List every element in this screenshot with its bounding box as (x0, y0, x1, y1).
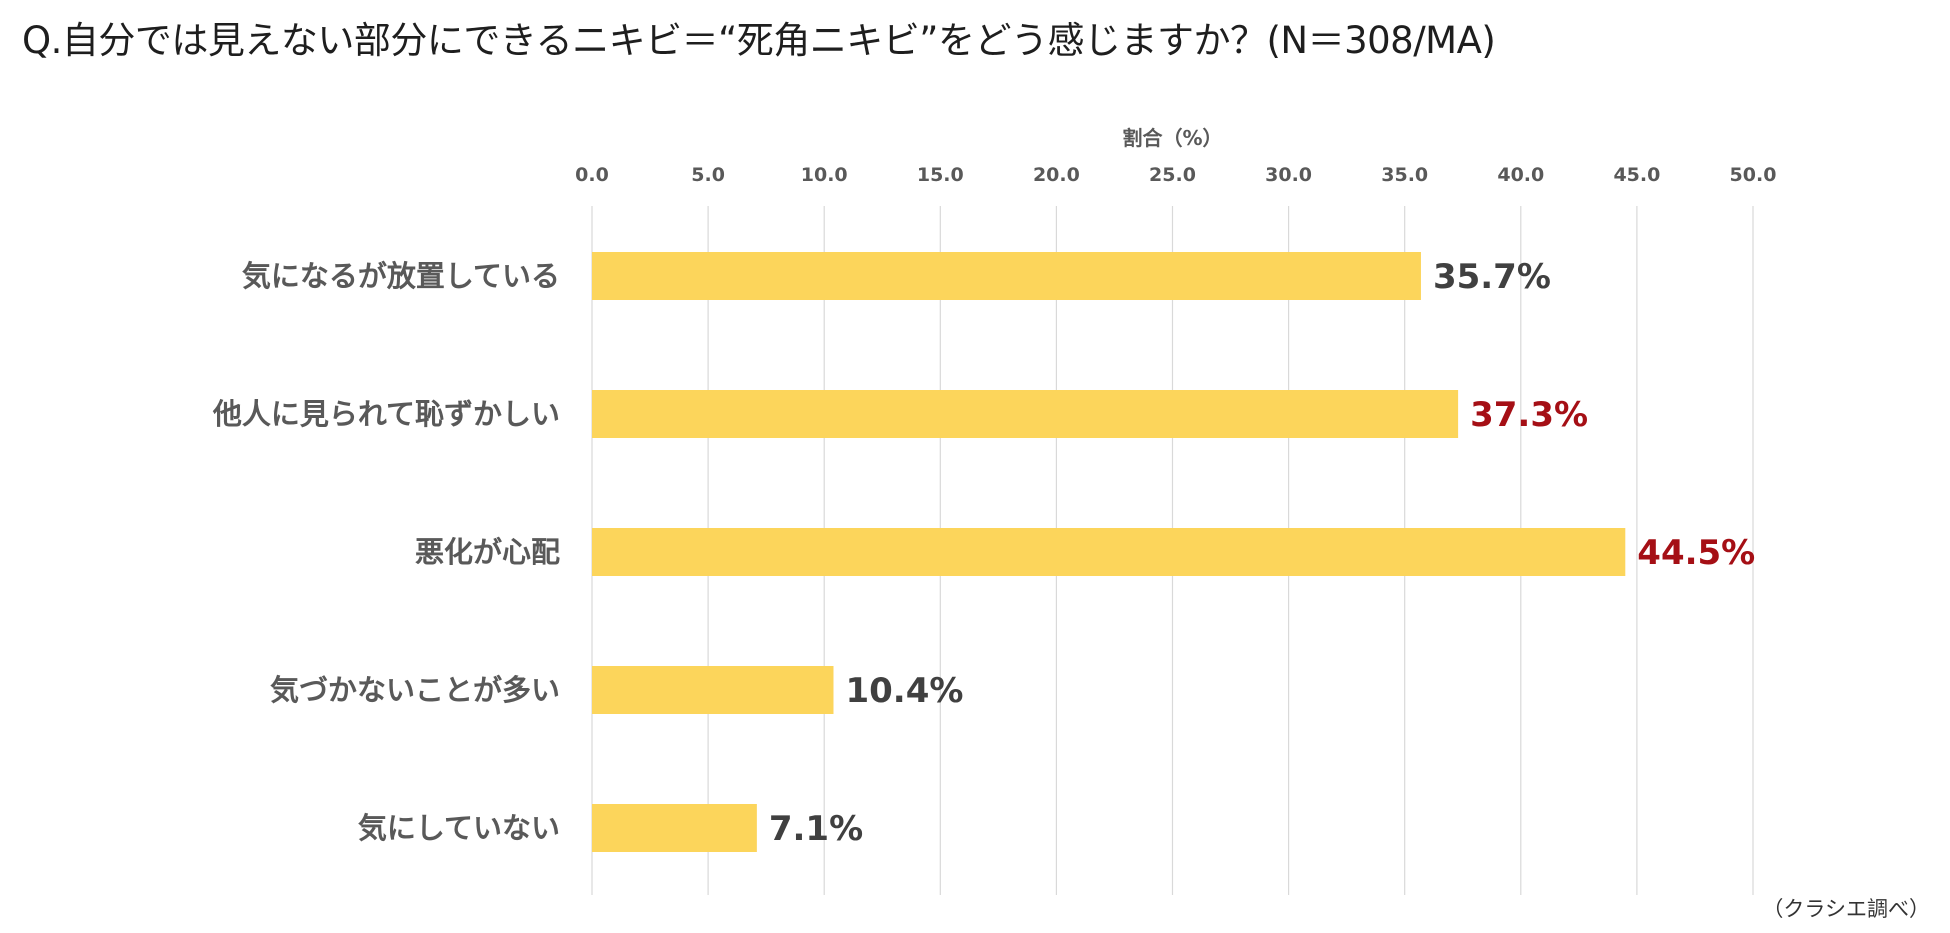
chart-title: Q.自分では見えない部分にできるニキビ＝“死角ニキビ”をどう感じますか？(N＝3… (22, 19, 1496, 62)
bar (592, 804, 757, 852)
data-label: 44.5% (1637, 533, 1755, 573)
x-tick-label: 40.0 (1497, 164, 1544, 186)
data-label: 10.4% (845, 671, 963, 711)
x-tick-label: 20.0 (1033, 164, 1080, 186)
bar (592, 252, 1421, 300)
x-tick-label: 5.0 (691, 164, 725, 186)
category-label: 気づかないことが多い (270, 673, 560, 707)
bars (592, 252, 1626, 852)
category-label: 悪化が心配 (415, 535, 560, 569)
x-tick-label: 45.0 (1613, 164, 1660, 186)
x-tick-label: 10.0 (801, 164, 848, 186)
bar (592, 666, 834, 714)
data-label: 37.3% (1470, 395, 1588, 435)
x-tick-label: 0.0 (575, 164, 609, 186)
category-label: 他人に見られて恥ずかしい (212, 397, 560, 431)
x-tick-label: 15.0 (917, 164, 964, 186)
bar (592, 528, 1626, 576)
x-tick-label: 30.0 (1265, 164, 1312, 186)
category-label: 気にしていない (358, 811, 560, 845)
x-tick-label: 50.0 (1730, 164, 1777, 186)
x-tick-label: 35.0 (1381, 164, 1428, 186)
x-tick-label: 25.0 (1149, 164, 1196, 186)
category-label: 気になるが放置している (242, 259, 560, 293)
x-axis-title: 割合（%） (1122, 126, 1222, 150)
bar (592, 390, 1459, 438)
source-note: （クラシエ調べ） (1762, 897, 1930, 921)
data-label: 7.1% (769, 809, 863, 849)
data-label: 35.7% (1433, 257, 1551, 297)
category-labels: 気になるが放置している他人に見られて恥ずかしい悪化が心配気づかないことが多い気に… (212, 259, 560, 845)
data-labels: 35.7% 37.3% 44.5% 10.4% 7.1% (769, 257, 1755, 849)
x-axis-ticks: 0.0 5.0 10.0 15.0 20.0 25.0 30.0 35.0 40.0 45.0 50… (575, 164, 1776, 186)
